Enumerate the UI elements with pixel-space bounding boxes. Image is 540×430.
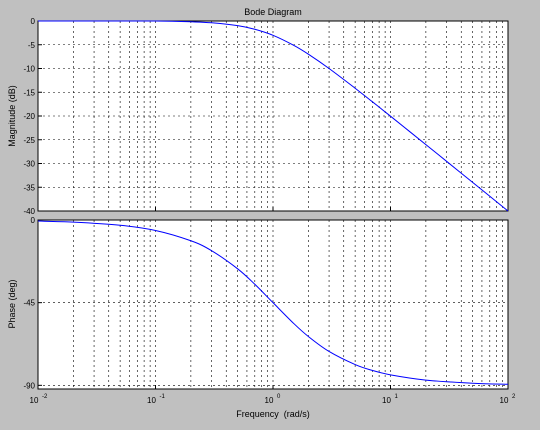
x-axis-label: Frequency (rad/s) bbox=[236, 409, 310, 419]
phase-y-ticks: 0 -45 -90 bbox=[23, 216, 42, 390]
y-tick-label: -5 bbox=[28, 41, 36, 50]
y-tick-label: -30 bbox=[23, 160, 35, 169]
x-tick-exponent: -1 bbox=[160, 394, 166, 400]
y-tick-label: -25 bbox=[23, 136, 35, 145]
magnitude-grid bbox=[38, 21, 508, 211]
y-tick-label: -15 bbox=[23, 88, 35, 97]
phase-series-line bbox=[37, 220, 509, 385]
y-tick-label: -20 bbox=[23, 112, 35, 121]
magnitude-y-axis-label: Magnitude (dB) bbox=[7, 85, 17, 147]
magnitude-panel: 0 -5 -10 -15 -20 -25 -30 -35 -40 Magnitude (dB) bbox=[7, 17, 509, 216]
magnitude-x-ticks bbox=[37, 207, 509, 211]
x-tick-exponent: 2 bbox=[512, 394, 516, 400]
y-tick-label: -90 bbox=[23, 381, 35, 390]
x-tick-label: 10 bbox=[147, 396, 156, 405]
y-tick-label: 0 bbox=[31, 216, 36, 225]
phase-y-axis-label: Phase (deg) bbox=[7, 279, 17, 328]
x-tick-label: 10 bbox=[30, 396, 39, 405]
phase-grid bbox=[38, 220, 508, 389]
x-tick-exponent: 1 bbox=[395, 394, 399, 400]
x-tick-label: 10 bbox=[265, 396, 274, 405]
figure-title: Bode Diagram bbox=[244, 7, 302, 17]
y-tick-label: -40 bbox=[23, 207, 35, 216]
x-tick-exponent: -2 bbox=[42, 394, 48, 400]
phase-panel: 10 -2 10 -1 10 0 10 1 10 2 0-45-90 Phase (deg) bbox=[7, 216, 516, 405]
phase-x-ticks: 10 -2 10 -1 10 0 10 1 10 2 bbox=[30, 385, 516, 405]
x-tick-exponent: 0 bbox=[277, 394, 281, 400]
x-tick-label: 10 bbox=[382, 396, 391, 405]
y-tick-label: -10 bbox=[23, 65, 35, 74]
magnitude-series-line bbox=[38, 20, 509, 212]
x-tick-label: 10 bbox=[500, 396, 509, 405]
y-tick-label: 0 bbox=[31, 17, 36, 26]
y-tick-label: -45 bbox=[23, 299, 35, 308]
y-tick-label: -35 bbox=[23, 183, 35, 192]
